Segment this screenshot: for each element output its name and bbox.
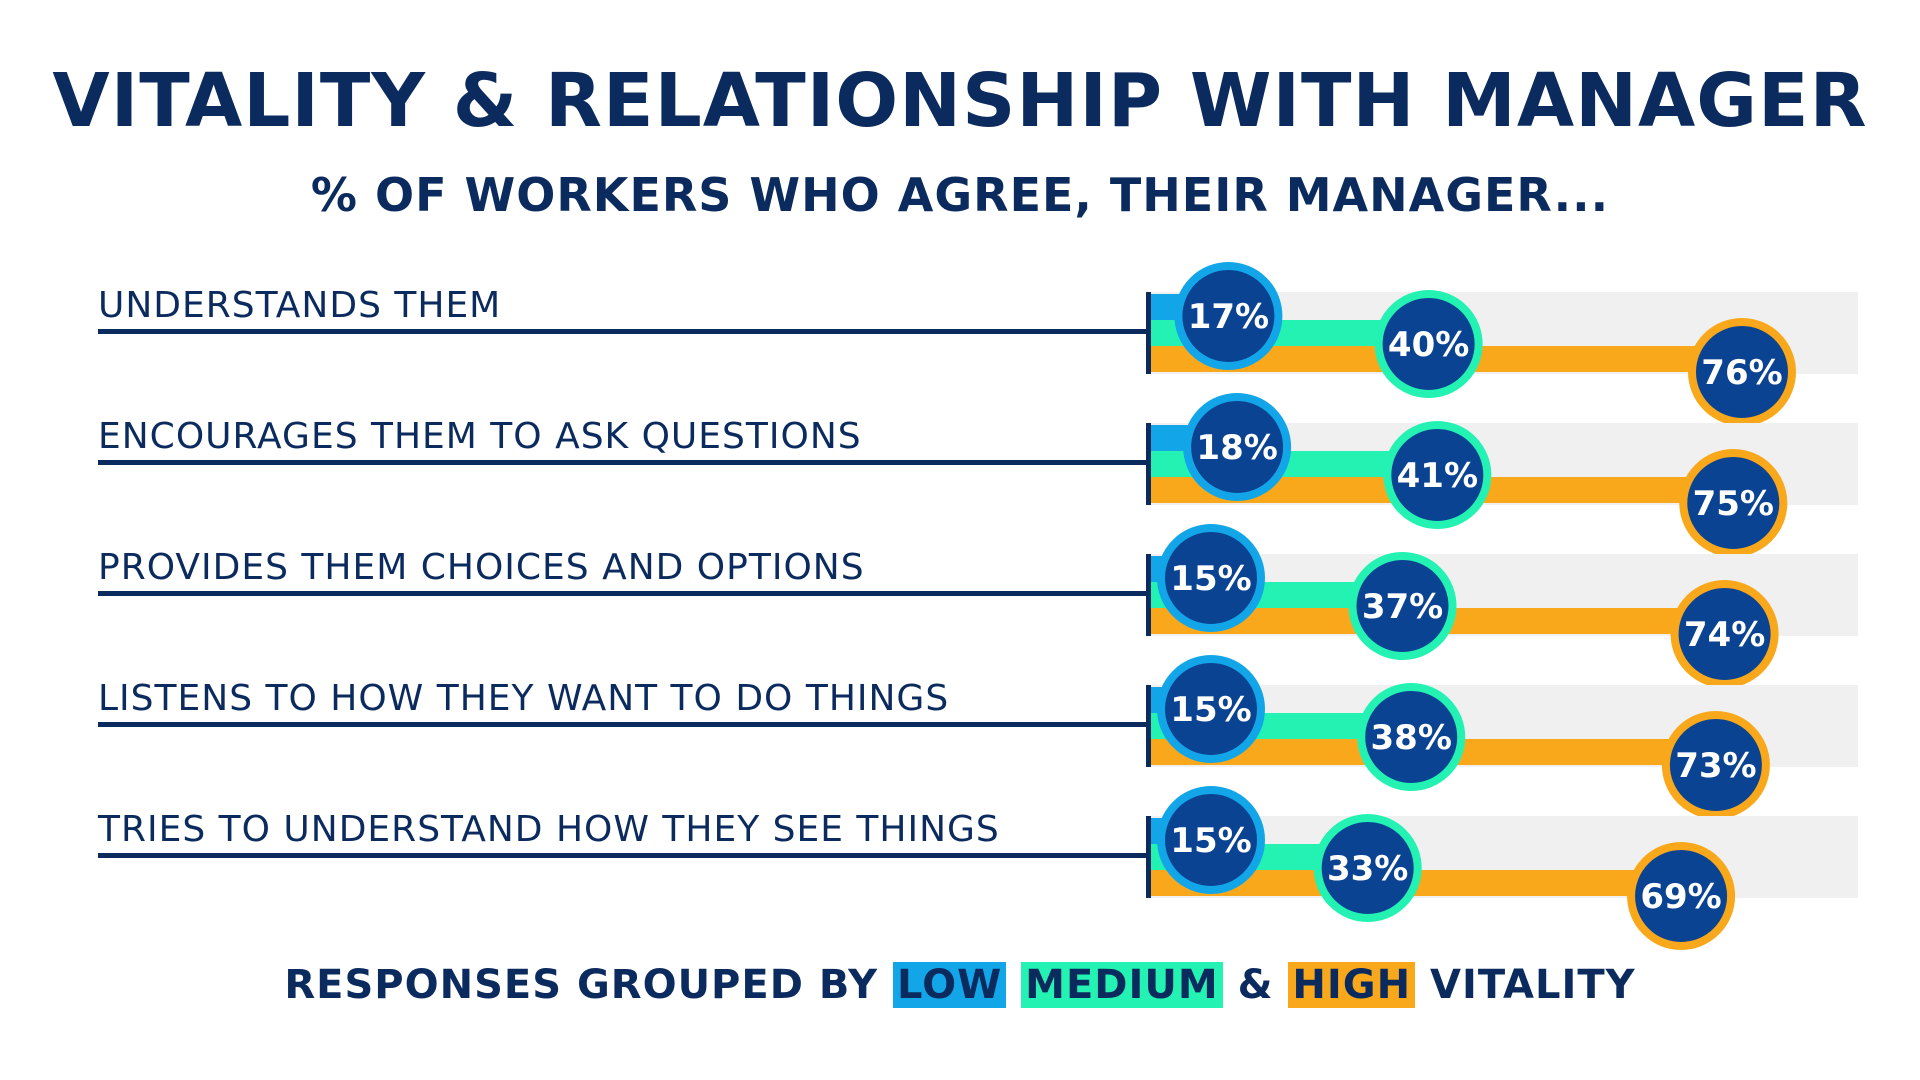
data-label: 69% [1640,877,1721,917]
data-point-high [1688,318,1796,426]
category-underline [98,853,1150,858]
legend-high-swatch: HIGH [1288,962,1416,1008]
legend-low-swatch: LOW [893,962,1007,1008]
row-axis [1146,685,1151,767]
legend-medium-swatch: MEDIUM [1021,962,1223,1008]
data-point-low [1183,393,1292,501]
data-point-low [1157,655,1265,763]
data-point-low [1157,786,1265,894]
data-point-low [1174,262,1283,370]
data-point-high [1661,711,1770,819]
category-label: PROVIDES THEM CHOICES AND OPTIONS [98,547,865,588]
data-label: 38% [1371,718,1452,758]
data-point-high [1679,449,1788,557]
category-label: ENCOURAGES THEM TO ASK QUESTIONS [98,416,862,457]
data-point-medium [1374,290,1483,398]
data-label: 15% [1170,690,1251,730]
category-label: UNDERSTANDS THEM [98,285,502,326]
data-label: 41% [1397,456,1478,496]
data-point-medium [1383,421,1492,529]
row-axis [1146,554,1151,636]
data-label: 15% [1170,559,1251,599]
data-label: 73% [1675,746,1756,786]
data-point-high [1670,580,1779,688]
data-label: 74% [1684,615,1765,655]
legend-ampersand: & [1237,962,1274,1008]
data-label: 15% [1170,821,1251,861]
row-axis [1146,816,1151,898]
data-label: 40% [1388,325,1469,365]
data-label: 33% [1327,849,1408,889]
data-label: 37% [1362,587,1443,627]
data-point-medium [1313,814,1422,922]
category-underline [98,591,1150,596]
row-axis [1146,423,1151,505]
category-underline [98,460,1150,465]
legend-suffix: VITALITY [1430,962,1636,1008]
chart-title: VITALITY & RELATIONSHIP WITH MANAGER [52,58,1868,144]
data-point-low [1157,524,1265,632]
category-underline [98,329,1150,334]
row-axis [1146,292,1151,374]
data-point-medium [1348,552,1457,660]
category-label: TRIES TO UNDERSTAND HOW THEY SEE THINGS [98,809,1000,850]
data-point-medium [1357,683,1466,791]
data-label: 17% [1188,297,1269,337]
data-label: 75% [1693,484,1774,524]
legend-prefix: RESPONSES GROUPED BY [284,962,879,1008]
data-label: 18% [1196,428,1277,468]
chart-subtitle: % OF WORKERS WHO AGREE, THEIR MANAGER... [310,168,1610,222]
category-underline [98,722,1150,727]
data-label: 76% [1701,353,1782,393]
category-label: LISTENS TO HOW THEY WANT TO DO THINGS [98,678,950,719]
legend: RESPONSES GROUPED BY LOW MEDIUM & HIGH V… [0,962,1920,1008]
data-point-high [1627,842,1736,950]
